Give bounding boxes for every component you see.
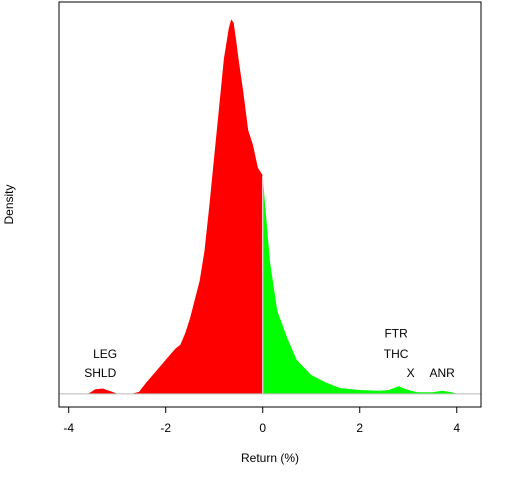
- x-tick-label: 2: [356, 421, 363, 435]
- negative-density-area: [69, 19, 263, 393]
- ticker-annotation: ANR: [430, 366, 456, 380]
- y-axis-label: Density: [2, 184, 16, 224]
- x-tick-label: -2: [160, 421, 171, 435]
- positive-density-area: [263, 175, 457, 394]
- x-axis-label: Return (%): [241, 451, 299, 465]
- ticker-annotation: THC: [384, 347, 409, 361]
- ticker-annotation: X: [407, 366, 415, 380]
- ticker-annotation: FTR: [384, 326, 408, 340]
- x-tick-label: 0: [259, 421, 266, 435]
- x-axis: -4 -2 0 2 4: [63, 407, 460, 435]
- x-tick-label: 4: [453, 421, 460, 435]
- ticker-annotation: SHLD: [84, 366, 116, 380]
- x-tick-label: -4: [63, 421, 74, 435]
- ticker-annotation: LEG: [93, 347, 117, 361]
